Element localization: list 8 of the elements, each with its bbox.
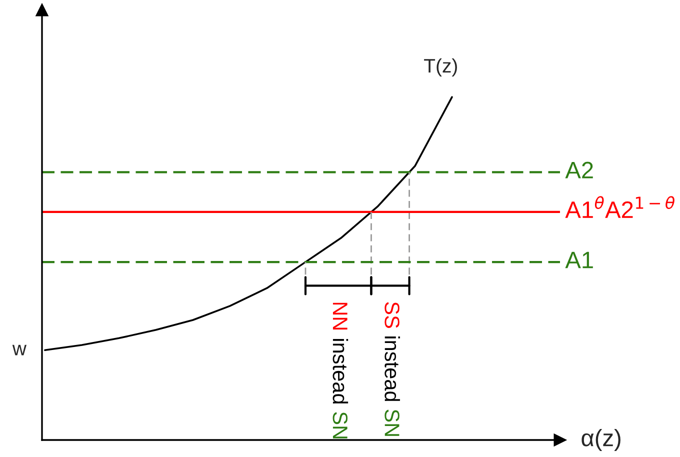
text: T(z) — [424, 58, 457, 77]
x-axis-title: α(z) — [582, 428, 620, 451]
ref-line-label: A1$^{θ}$A2$^{1−θ}$ — [565, 196, 674, 218]
ref-line-label: A1 — [565, 252, 593, 268]
annotation: NN instead SN — [332, 302, 348, 438]
annotation: SS instead SN — [384, 302, 400, 436]
annotation: w — [12, 344, 27, 356]
ref-line-label: A2 — [565, 162, 593, 178]
